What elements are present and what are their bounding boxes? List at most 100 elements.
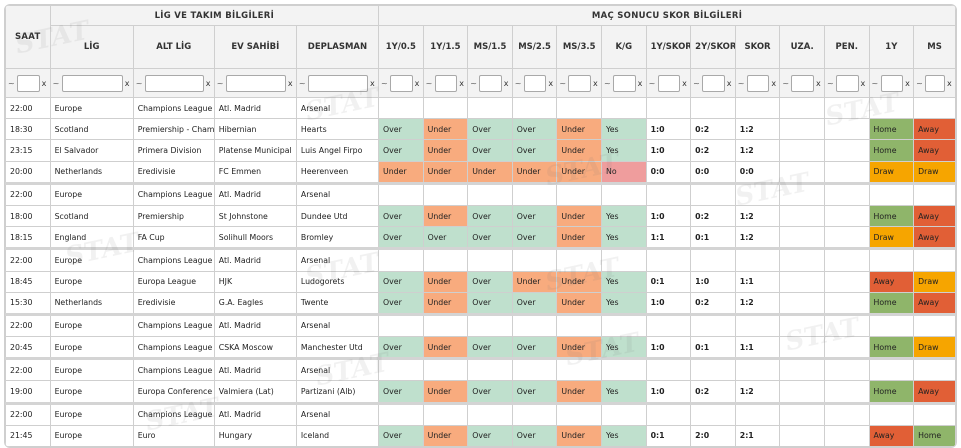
header-kg[interactable]: K/G [600, 25, 647, 69]
table-row[interactable]: 20:00 Netherlands Eredivisie FC Emmen Heeren… [5, 160, 956, 184]
clear-filter-icon[interactable]: x [592, 78, 598, 88]
filter-input[interactable] [225, 74, 286, 92]
clear-filter-icon[interactable]: x [637, 78, 643, 88]
clear-filter-icon[interactable]: x [124, 78, 130, 88]
filter-operator-toggle[interactable]: ~ [826, 78, 834, 88]
header-deplasman[interactable]: DEPLASMAN [295, 25, 380, 69]
filter-input[interactable] [523, 74, 547, 92]
header-ms-3-5[interactable]: MS/3.5 [556, 25, 602, 69]
header-skor[interactable]: SKOR [734, 25, 781, 69]
table-row[interactable]: 22:00 Europe Champions League Atl. Madrid Ar… [5, 401, 956, 426]
clear-filter-icon[interactable]: x [370, 78, 375, 88]
cell-ms-2-5: Under [511, 270, 558, 293]
header-saat[interactable]: SAAT [5, 5, 51, 69]
filter-operator-toggle[interactable]: ~ [425, 78, 433, 88]
header-ev-sahibi[interactable]: EV SAHİBİ [213, 25, 297, 69]
table-row[interactable]: 20:45 Europe Champions League CSKA Moscow Ma… [5, 336, 956, 360]
clear-filter-icon[interactable]: x [503, 78, 509, 88]
filter-input[interactable] [144, 74, 204, 92]
table-row[interactable]: 19:00 Europe Europa Conference Valmiera (La… [5, 380, 956, 404]
filter-input[interactable] [17, 74, 40, 92]
table-row[interactable]: 22:00 Europe Champions League Atl. Madrid Ar… [5, 181, 956, 206]
table-row[interactable]: 22:00 Europe Champions League Atl. Madrid Ar… [5, 247, 956, 272]
filter-operator-toggle[interactable]: ~ [782, 78, 790, 88]
column-filter: ~ x [645, 68, 692, 98]
cell-saat: 22:00 [5, 181, 51, 206]
clear-filter-icon[interactable]: x [548, 78, 554, 88]
column-filter: ~ x [213, 68, 297, 98]
header-1y-0-5[interactable]: 1Y/0.5 [378, 25, 424, 69]
filter-operator-toggle[interactable]: ~ [470, 78, 477, 88]
filter-input[interactable] [61, 74, 123, 92]
header-pen[interactable]: PEN. [823, 25, 870, 69]
clear-filter-icon[interactable]: x [287, 78, 293, 88]
cell-1y-0-5: Over [378, 139, 424, 162]
header-ms-1-5[interactable]: MS/1.5 [467, 25, 513, 69]
header-2y-skor[interactable]: 2Y/SKOR [690, 25, 736, 69]
filter-operator-toggle[interactable]: ~ [381, 78, 388, 88]
filter-operator-toggle[interactable]: ~ [135, 78, 143, 88]
table-row[interactable]: 18:45 Europe Europa League HJK Ludogorets Ove… [5, 270, 956, 293]
clear-filter-icon[interactable]: x [771, 78, 777, 88]
filter-input[interactable] [307, 74, 369, 92]
clear-filter-icon[interactable]: x [947, 78, 952, 88]
clear-filter-icon[interactable]: x [41, 78, 47, 88]
cell-lig: England [49, 226, 134, 250]
clear-filter-icon[interactable]: x [459, 78, 464, 88]
filter-input[interactable] [880, 74, 904, 92]
filter-operator-toggle[interactable]: ~ [737, 78, 745, 88]
filter-input[interactable] [434, 74, 458, 92]
filter-operator-toggle[interactable]: ~ [559, 78, 567, 88]
clear-filter-icon[interactable]: x [682, 78, 687, 88]
filter-input[interactable] [657, 74, 681, 92]
filter-operator-toggle[interactable]: ~ [52, 78, 60, 88]
clear-filter-icon[interactable]: x [905, 78, 910, 88]
filter-operator-toggle[interactable]: ~ [514, 78, 522, 88]
filter-input[interactable] [746, 74, 770, 92]
filter-operator-toggle[interactable]: ~ [603, 78, 611, 88]
cell-lig: Scotland [49, 118, 134, 141]
clear-filter-icon[interactable]: x [414, 78, 420, 88]
cell-ev-sahibi: St Johnstone [213, 204, 297, 228]
header-uza[interactable]: UZA. [779, 25, 825, 69]
filter-operator-toggle[interactable]: ~ [216, 78, 224, 88]
filter-input[interactable] [702, 74, 725, 92]
cell-lig: Europe [49, 401, 134, 426]
filter-operator-toggle[interactable]: ~ [916, 78, 923, 88]
header-lig[interactable]: LİG [49, 25, 134, 69]
clear-filter-icon[interactable]: x [815, 78, 821, 88]
filter-operator-toggle[interactable]: ~ [8, 78, 15, 88]
filter-operator-toggle[interactable]: ~ [693, 78, 700, 88]
filter-control: ~ x [53, 74, 131, 92]
filter-input[interactable] [612, 74, 636, 92]
table-row[interactable]: 22:00 Europe Champions League Atl. Madrid Ar… [5, 357, 956, 382]
header-1y[interactable]: 1Y [868, 25, 915, 69]
table-row[interactable]: 21:45 Europe Euro Hungary Iceland Over Under Ov… [5, 424, 956, 447]
table-row[interactable]: 18:00 Scotland Premiership St Johnstone Dund… [5, 204, 956, 228]
table-row[interactable]: 22:00 Europe Champions League Atl. Madrid Ar… [5, 96, 956, 120]
filter-input[interactable] [925, 74, 945, 92]
filter-operator-toggle[interactable]: ~ [871, 78, 879, 88]
clear-filter-icon[interactable]: x [205, 78, 211, 88]
filter-input[interactable] [791, 74, 814, 92]
table-row[interactable]: 15:30 Netherlands Eredivisie G.A. Eagles Twe… [5, 291, 956, 315]
header-alt-lig[interactable]: ALT LİG [132, 25, 215, 69]
header-1y-skor[interactable]: 1Y/SKOR [645, 25, 692, 69]
filter-input[interactable] [835, 74, 859, 92]
filter-operator-toggle[interactable]: ~ [648, 78, 656, 88]
header-ms[interactable]: MS [913, 25, 956, 69]
filter-input[interactable] [390, 74, 413, 92]
table-row[interactable]: 18:15 England FA Cup Solihull Moors Bromley O… [5, 226, 956, 250]
table-row[interactable]: 23:15 El Salvador Primera Division Platense… [5, 139, 956, 162]
clear-filter-icon[interactable]: x [726, 78, 732, 88]
filter-input[interactable] [479, 74, 502, 92]
filter-operator-toggle[interactable]: ~ [298, 78, 306, 88]
filter-input[interactable] [568, 74, 591, 92]
header-ms-2-5[interactable]: MS/2.5 [511, 25, 558, 69]
table-row[interactable]: 22:00 Europe Champions League Atl. Madrid Ar… [5, 312, 956, 338]
header-1y-1-5[interactable]: 1Y/1.5 [422, 25, 469, 69]
clear-filter-icon[interactable]: x [860, 78, 866, 88]
cell-1y-1-5: Under [422, 118, 469, 141]
cell-1y-1-5: Under [422, 270, 469, 293]
